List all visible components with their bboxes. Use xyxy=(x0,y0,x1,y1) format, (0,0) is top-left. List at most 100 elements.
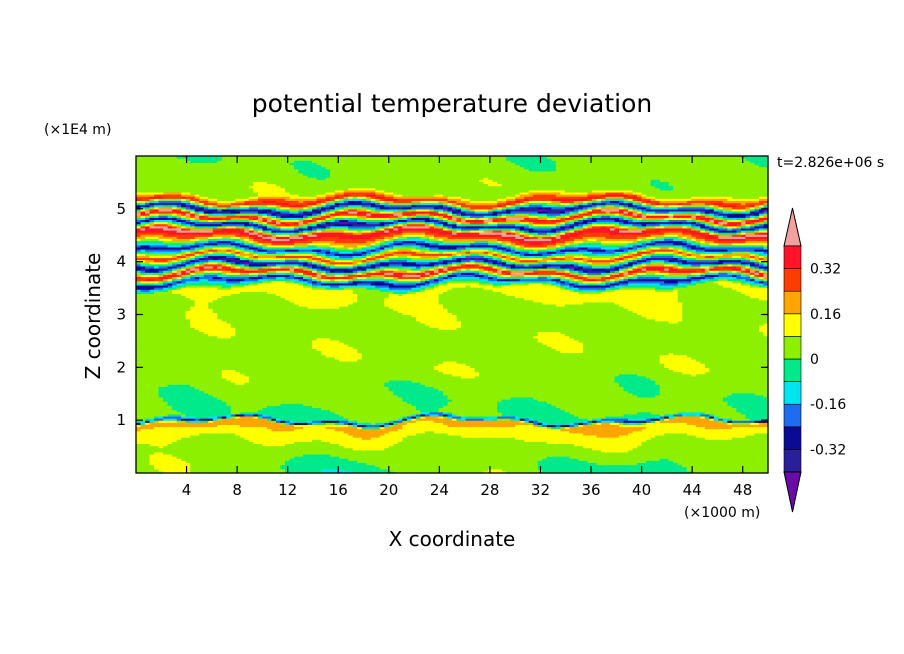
contour-cell xyxy=(361,462,367,466)
contour-cell xyxy=(357,451,363,455)
contour-cell xyxy=(370,451,376,455)
contour-cell xyxy=(650,449,656,453)
contour-cell xyxy=(167,468,173,472)
contour-cell xyxy=(429,451,435,455)
contour-cell xyxy=(551,458,557,461)
contour-cell xyxy=(348,458,354,461)
contour-cell xyxy=(212,462,218,466)
contour-cell xyxy=(339,464,345,468)
contour-cell xyxy=(239,466,245,470)
contour-cell xyxy=(163,447,169,451)
contour-cell xyxy=(619,451,625,455)
contour-cell xyxy=(226,468,232,472)
contour-cell xyxy=(628,470,634,474)
contour-cell xyxy=(560,449,566,453)
contour-cell xyxy=(325,460,331,464)
contour-cell xyxy=(424,443,431,447)
contour-cell xyxy=(239,449,245,453)
contour-cell xyxy=(474,462,480,466)
contour-cell xyxy=(303,451,309,455)
contour-cell xyxy=(154,445,160,449)
contour-cell xyxy=(515,462,521,466)
contour-cell xyxy=(257,458,263,461)
contour-cell xyxy=(682,468,688,472)
contour-cell xyxy=(695,453,701,457)
contour-cell xyxy=(461,460,467,464)
contour-cell xyxy=(185,468,191,472)
contour-cell xyxy=(307,456,313,459)
contour-cell xyxy=(582,470,589,474)
contour-cell xyxy=(447,449,453,453)
contour-cell xyxy=(379,460,385,464)
contour-cell xyxy=(569,443,575,447)
contour-cell xyxy=(136,443,142,447)
contour-cell xyxy=(623,468,629,472)
contour-cell xyxy=(677,453,683,457)
contour-cell xyxy=(158,470,164,474)
contour-cell xyxy=(253,451,259,455)
contour-cell xyxy=(239,451,245,455)
contour-cell xyxy=(465,464,471,468)
contour-cell xyxy=(564,464,570,468)
contour-cell xyxy=(194,443,200,447)
contour-cell xyxy=(172,443,178,447)
contour-cell xyxy=(452,460,458,464)
contour-cell xyxy=(361,458,367,461)
contour-cell xyxy=(217,468,223,472)
contour-cell xyxy=(136,458,142,461)
contour-cell xyxy=(682,470,688,474)
contour-cell xyxy=(456,453,462,457)
contour-cell xyxy=(325,445,331,449)
contour-cell xyxy=(239,445,245,449)
contour-cell xyxy=(560,456,566,459)
contour-cell xyxy=(348,462,354,466)
contour-cell xyxy=(379,468,385,472)
contour-cell xyxy=(212,468,218,472)
contour-cell xyxy=(420,462,426,466)
contour-cell xyxy=(239,447,245,451)
contour-cell xyxy=(244,458,250,461)
contour-cell xyxy=(528,470,534,474)
contour-cell xyxy=(334,449,340,453)
contour-cell xyxy=(253,443,259,447)
contour-cell xyxy=(262,462,268,466)
contour-cell xyxy=(154,468,160,472)
contour-cell xyxy=(203,456,209,459)
contour-cell xyxy=(190,462,196,466)
contour-cell xyxy=(600,464,607,468)
contour-cell xyxy=(442,464,449,468)
contour-cell xyxy=(361,464,367,468)
contour-cell xyxy=(253,460,259,464)
contour-cell xyxy=(321,456,327,459)
contour-cell xyxy=(551,451,557,455)
contour-cell xyxy=(623,456,629,459)
contour-cell xyxy=(483,468,489,472)
contour-cell xyxy=(479,443,485,447)
contour-cell xyxy=(393,466,399,470)
contour-cell xyxy=(411,453,417,457)
contour-cell xyxy=(501,460,507,464)
contour-cell xyxy=(474,453,480,457)
contour-cell xyxy=(330,458,336,461)
contour-cell xyxy=(650,464,656,468)
contour-cell xyxy=(420,453,426,457)
contour-cell xyxy=(438,470,444,474)
contour-cell xyxy=(190,460,196,464)
contour-cell xyxy=(564,462,570,466)
contour-cell xyxy=(740,453,747,457)
contour-cell xyxy=(244,466,250,470)
contour-cell xyxy=(722,453,728,457)
contour-cell xyxy=(420,460,426,464)
contour-cell xyxy=(691,458,697,461)
contour-cell xyxy=(167,453,173,457)
contour-cell xyxy=(506,464,512,468)
contour-cell xyxy=(573,451,579,455)
contour-cell xyxy=(239,456,245,459)
contour-cell xyxy=(235,458,241,461)
contour-cell xyxy=(555,447,561,451)
contour-cell xyxy=(483,464,489,468)
contour-cell xyxy=(573,456,579,459)
contour-cell xyxy=(749,451,756,455)
contour-cell xyxy=(217,445,223,449)
contour-cell xyxy=(420,443,426,447)
